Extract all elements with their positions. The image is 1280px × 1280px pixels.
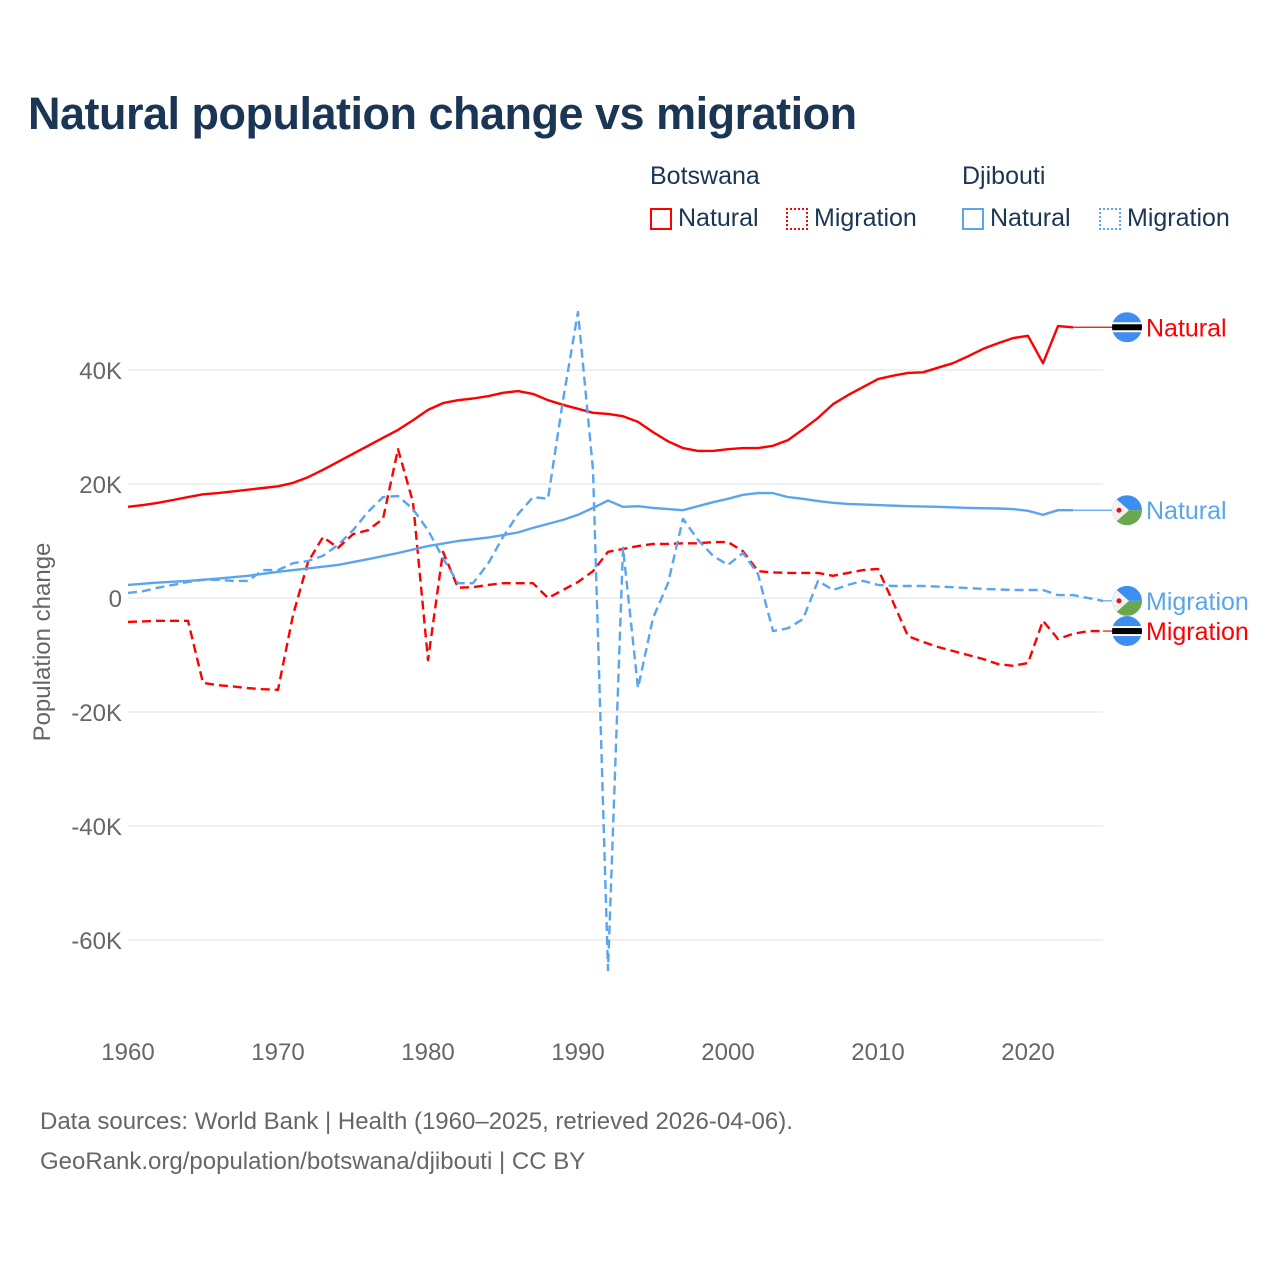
x-tick-label: 2000: [701, 1039, 754, 1066]
end-label-djibouti-natural: Natural: [1146, 497, 1227, 525]
legend-swatch-dotted: [1099, 207, 1121, 230]
legend-label: Natural: [990, 204, 1071, 232]
footer-credit: GeoRank.org/population/botswana/djibouti…: [40, 1148, 586, 1175]
botswana-flag-icon: [1112, 312, 1142, 343]
legend-djibouti-natural[interactable]: Natural: [962, 204, 1071, 233]
series-line-botswana-natural: [127, 324, 1074, 508]
end-label-djibouti-migration: Migration: [1146, 588, 1249, 616]
legend-botswana-migration[interactable]: Migration: [786, 204, 917, 233]
x-tick-label: 1980: [401, 1039, 454, 1066]
end-label-botswana-migration: Migration: [1146, 618, 1249, 646]
y-tick-label: -60K: [71, 928, 122, 955]
x-tick-label: 1960: [101, 1039, 154, 1066]
legend-label: Migration: [1127, 204, 1230, 232]
x-tick-label: 1970: [251, 1039, 304, 1066]
djibouti-flag-icon: [1112, 585, 1142, 616]
y-tick-label: -20K: [71, 700, 122, 727]
series-line-djibouti-migration: [127, 310, 1104, 972]
legend-label: Migration: [814, 204, 917, 232]
x-tick-label: 2010: [851, 1039, 904, 1066]
series-line-botswana-migration: [127, 448, 1103, 691]
legend-group-botswana: Botswana: [650, 162, 760, 190]
x-tick-label: 1990: [551, 1039, 604, 1066]
y-tick-label: 0: [109, 586, 122, 613]
legend-botswana-natural[interactable]: Natural: [650, 204, 759, 233]
legend-group-djibouti: Djibouti: [962, 162, 1046, 190]
djibouti-flag-icon: [1112, 495, 1142, 526]
series-line-djibouti-natural: [127, 491, 1073, 587]
y-tick-label: -40K: [71, 814, 122, 841]
chart-title: Natural population change vs migration: [28, 88, 857, 139]
botswana-flag-icon: [1112, 616, 1142, 647]
legend-djibouti-migration[interactable]: Migration: [1099, 204, 1230, 233]
y-tick-label: 40K: [79, 358, 122, 385]
x-tick-label: 2020: [1001, 1039, 1054, 1066]
footer-sources: Data sources: World Bank | Health (1960–…: [40, 1108, 793, 1135]
legend-swatch-solid: [650, 207, 672, 230]
legend-swatch-solid: [962, 207, 984, 230]
legend-label: Natural: [678, 204, 759, 232]
legend-swatch-dotted: [786, 207, 808, 230]
y-axis-label: Population change: [29, 543, 56, 742]
end-label-botswana-natural: Natural: [1146, 314, 1227, 342]
y-tick-label: 20K: [79, 472, 122, 499]
